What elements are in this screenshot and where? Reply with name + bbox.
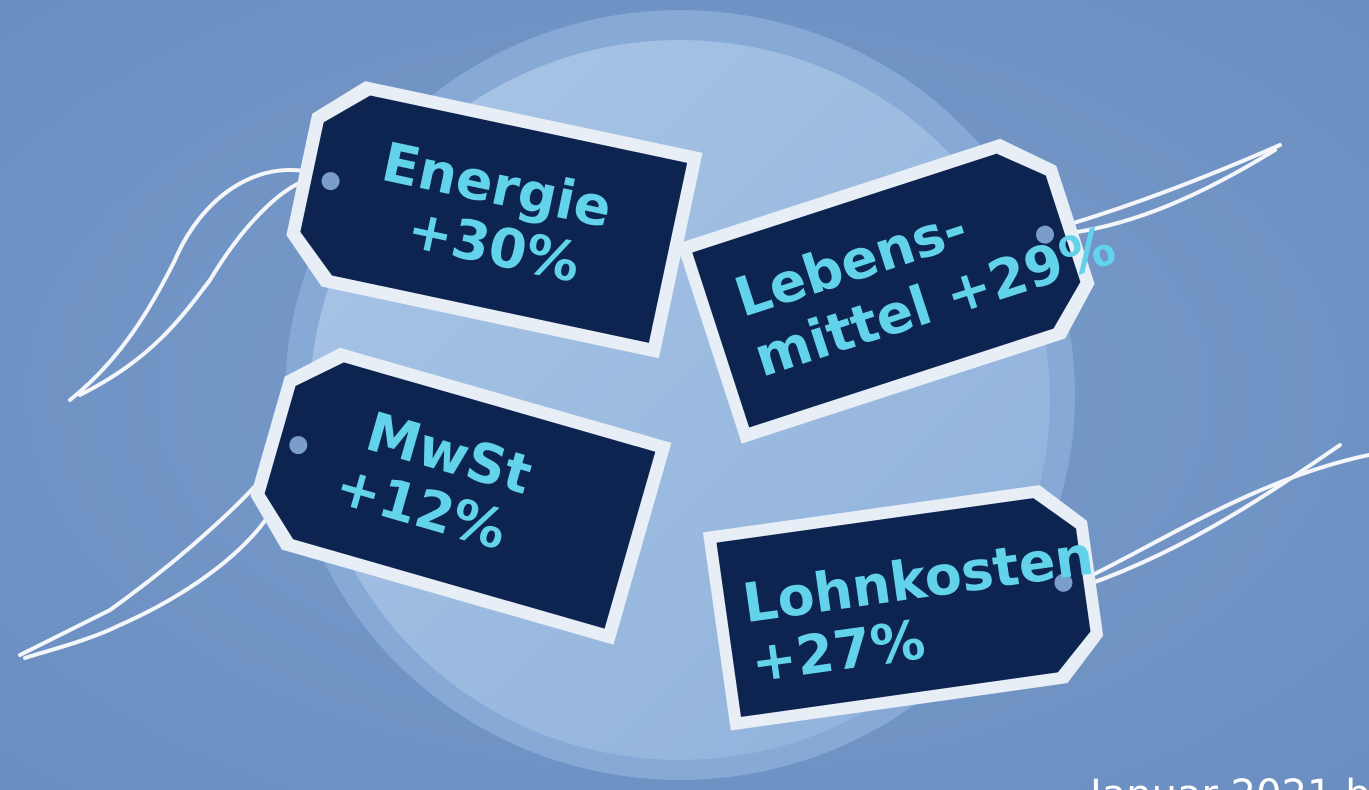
footer-text: Januar 2021 b: [1087, 772, 1369, 790]
scene: Energie +30% Lebens- mittel +29% MwSt +1…: [0, 0, 1369, 790]
